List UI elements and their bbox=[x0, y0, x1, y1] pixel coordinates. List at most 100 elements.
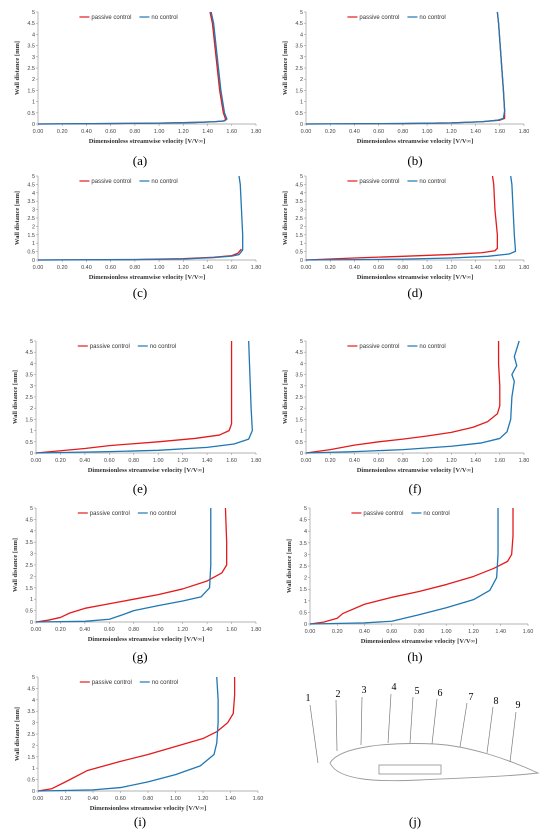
x-tick-label: 0.40 bbox=[359, 629, 370, 635]
y-tick-label: 0 bbox=[300, 122, 303, 128]
airfoil-outline bbox=[329, 743, 540, 782]
series-line-passive-control bbox=[305, 11, 506, 125]
probe-number-label: 3 bbox=[362, 685, 367, 696]
y-axis-label: Wall distance [mm] bbox=[282, 41, 289, 95]
x-tick-label: 0.80 bbox=[414, 629, 425, 635]
x-tick-label: 0.60 bbox=[105, 129, 116, 135]
probe-line bbox=[486, 706, 494, 754]
legend-label-no-control: no control bbox=[151, 15, 177, 21]
series-line-no-control bbox=[35, 340, 253, 454]
series-line-passive-control bbox=[35, 341, 233, 454]
y-tick-label: 2.5 bbox=[295, 216, 303, 222]
x-tick-label: 1.40 bbox=[470, 458, 481, 464]
x-tick-label: 0.80 bbox=[143, 796, 154, 802]
x-axis-label: Dimensionless streamwise velocity [V/V∞] bbox=[361, 638, 478, 645]
series-line-no-control bbox=[305, 175, 517, 261]
legend-label-no-control: no control bbox=[150, 511, 176, 517]
x-axis-label: Dimensionless streamwise velocity [V/V∞] bbox=[357, 138, 474, 145]
x-tick-label: 0.80 bbox=[128, 627, 139, 633]
series-line-no-control bbox=[305, 11, 506, 125]
y-tick-label: 4.5 bbox=[299, 518, 307, 524]
y-tick-label: 1.5 bbox=[25, 586, 33, 592]
x-axis-label: Dimensionless streamwise velocity [V/V∞] bbox=[90, 805, 207, 812]
x-tick-label: 0.20 bbox=[325, 458, 336, 464]
y-axis-label: Wall distance [mm] bbox=[12, 538, 19, 592]
y-tick-label: 5 bbox=[30, 339, 33, 345]
x-tick-label: 1.00 bbox=[422, 129, 433, 135]
y-tick-label: 4.5 bbox=[295, 182, 303, 188]
legend-label-no-control: no control bbox=[419, 179, 445, 185]
x-tick-label: 1.00 bbox=[441, 629, 452, 635]
x-tick-label: 0.80 bbox=[128, 458, 139, 464]
y-tick-label: 5 bbox=[300, 174, 303, 180]
x-tick-label: 1.80 bbox=[251, 129, 262, 135]
probe-number-label: 4 bbox=[392, 682, 397, 693]
y-tick-label: 0.5 bbox=[295, 111, 303, 117]
legend-label-no-control: no control bbox=[423, 511, 449, 517]
y-tick-label: 2.5 bbox=[27, 732, 35, 738]
y-tick-label: 1 bbox=[300, 100, 303, 106]
probe-line bbox=[459, 702, 468, 748]
x-axis-label: Dimensionless streamwise velocity [V/V∞] bbox=[89, 138, 206, 145]
x-tick-label: 1.00 bbox=[170, 796, 181, 802]
x-tick-label: 1.40 bbox=[202, 458, 213, 464]
y-tick-label: 0.5 bbox=[25, 440, 33, 446]
x-tick-label: 0.00 bbox=[301, 129, 312, 135]
x-tick-label: 1.60 bbox=[226, 129, 237, 135]
y-tick-label: 4.5 bbox=[27, 21, 35, 27]
y-tick-label: 4 bbox=[300, 32, 303, 38]
x-tick-label: 1.60 bbox=[253, 796, 264, 802]
y-tick-label: 1.5 bbox=[295, 233, 303, 239]
chart-panel-h: 0 0.5 1 1.5 2 2.5 3 3.5 4 4.5 5 0.00 0.20 0.40 0.60 0.8… bbox=[286, 506, 533, 664]
probe-line bbox=[409, 696, 414, 744]
x-tick-label: 0.60 bbox=[373, 265, 384, 271]
y-tick-label: 2.5 bbox=[27, 66, 35, 72]
y-tick-label: 0.5 bbox=[27, 111, 35, 117]
y-tick-label: 0.5 bbox=[27, 250, 35, 256]
x-tick-label: 0.40 bbox=[349, 265, 360, 271]
x-tick-label: 1.40 bbox=[202, 129, 213, 135]
x-tick-label: 0.00 bbox=[305, 629, 316, 635]
y-axis-label: Wall distance [mm] bbox=[286, 539, 293, 593]
x-tick-label: 1.80 bbox=[251, 265, 262, 271]
x-tick-label: 1.00 bbox=[422, 265, 433, 271]
caption-a: (a) bbox=[133, 153, 147, 168]
x-tick-label: 0.00 bbox=[31, 458, 42, 464]
x-tick-label: 1.80 bbox=[251, 627, 262, 633]
legend-label-passive: passive control bbox=[359, 179, 399, 185]
y-tick-label: 3.5 bbox=[295, 373, 303, 379]
x-tick-label: 0.20 bbox=[332, 629, 343, 635]
probe-number-label: 5 bbox=[415, 686, 420, 697]
chart-panel-b: 0 0.5 1 1.5 2 2.5 3 3.5 4 4.5 5 0.00 0.20 0.40 0.60 0.8… bbox=[282, 10, 529, 168]
y-tick-label: 0.5 bbox=[25, 609, 33, 615]
y-axis-label: Wall distance [mm] bbox=[12, 370, 19, 424]
y-tick-label: 2.5 bbox=[25, 563, 33, 569]
series-line-passive-control bbox=[309, 508, 514, 625]
y-tick-label: 5 bbox=[304, 506, 307, 512]
y-tick-label: 0.5 bbox=[295, 250, 303, 256]
probe-number-label: 9 bbox=[516, 700, 521, 711]
y-tick-label: 3 bbox=[304, 552, 307, 558]
y-tick-label: 2 bbox=[32, 743, 35, 749]
y-tick-label: 1.5 bbox=[27, 88, 35, 94]
y-tick-label: 3.5 bbox=[27, 199, 35, 205]
y-tick-label: 3.5 bbox=[299, 541, 307, 547]
x-tick-label: 0.60 bbox=[105, 265, 116, 271]
y-tick-label: 5 bbox=[30, 506, 33, 512]
caption-d: (d) bbox=[407, 285, 422, 300]
y-tick-label: 0 bbox=[30, 451, 33, 457]
y-tick-label: 1 bbox=[300, 429, 303, 435]
y-tick-label: 5 bbox=[32, 675, 35, 681]
x-tick-label: 0.40 bbox=[81, 129, 92, 135]
probe-number-label: 8 bbox=[494, 696, 499, 707]
x-tick-label: 0.80 bbox=[398, 458, 409, 464]
y-tick-label: 4.5 bbox=[295, 21, 303, 27]
chart-panel-g: 0 0.5 1 1.5 2 2.5 3 3.5 4 4.5 5 0.00 0.20 0.40 0.60 0.8… bbox=[12, 506, 261, 664]
x-tick-label: 0.20 bbox=[325, 265, 336, 271]
x-tick-label: 1.00 bbox=[422, 458, 433, 464]
y-tick-label: 3.5 bbox=[295, 44, 303, 50]
chart-panel-c: 0 0.5 1 1.5 2 2.5 3 3.5 4 4.5 5 0.00 0.20 0.40 0.60 0.8… bbox=[14, 174, 261, 300]
x-tick-label: 1.40 bbox=[202, 265, 213, 271]
x-tick-label: 1.60 bbox=[226, 627, 237, 633]
y-tick-label: 3.5 bbox=[27, 44, 35, 50]
